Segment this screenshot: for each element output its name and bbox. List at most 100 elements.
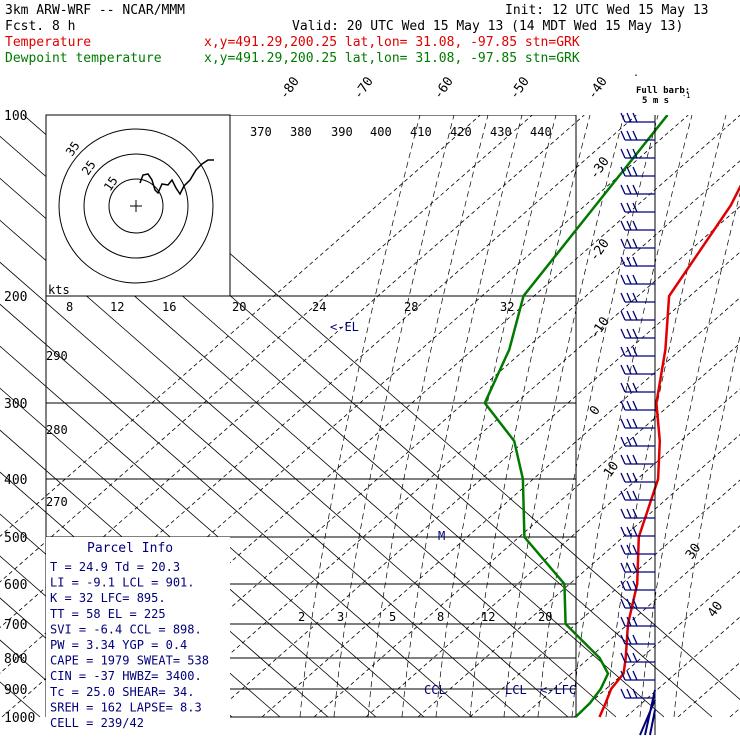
moist-adiabat-line: [673, 334, 740, 718]
parcel-info-row: CIN = -37 HWBZ= 3400.: [50, 669, 202, 683]
parcel-info-row: SVI = -6.4 CCL = 898.: [50, 622, 202, 636]
parcel-info-row: SREH = 162 LAPSE= 8.3: [50, 700, 202, 714]
parcel-info-title: Parcel Info: [87, 541, 173, 556]
pressure-label: 700: [4, 618, 27, 633]
legend-dewpoint-info: x,y=491.29,200.25 lat,lon= 31.08, -97.85…: [204, 51, 580, 66]
parcel-info-panel: [46, 537, 230, 737]
mixing-ratio-label: 8: [437, 610, 444, 624]
isotherm-line: [105, 160, 740, 718]
top-dot: .: [633, 68, 639, 79]
mixing-ratio-label: 5: [389, 610, 396, 624]
isotherm-label: 0: [587, 403, 604, 418]
mixing-ratio-label: 2: [298, 610, 305, 624]
moist-adiabat-line: [435, 115, 557, 718]
profile-dewpoint-temperature: [483, 115, 669, 718]
isotherm-label: -20: [587, 236, 613, 264]
moist-adiabat-line: [299, 115, 421, 718]
wind-barb: [620, 454, 655, 465]
speed-tick-label: 16: [162, 300, 176, 314]
isotherm-label: -70: [351, 74, 377, 102]
wind-barb: [620, 598, 655, 609]
dry-adiabat-line: [0, 681, 41, 718]
speed-tick-label: 24: [312, 300, 326, 314]
hodograph-units: kts: [48, 283, 70, 297]
init-time: Init: 12 UTC Wed 15 May 13: [505, 3, 709, 18]
pressure-label: 600: [4, 578, 27, 593]
parcel-info-row: LI = -9.1 LCL = 901.: [50, 576, 195, 590]
isotherm-line: [0, 115, 637, 674]
wind-barb: [620, 328, 655, 339]
theta-label: 390: [331, 125, 353, 139]
theta-label: 440: [530, 125, 552, 139]
hodograph-ring: [58, 128, 214, 284]
theta-label: 430: [490, 125, 512, 139]
isotherm-line: [0, 115, 585, 629]
wind-barb: [620, 544, 655, 555]
hodograph-ring-label: 35: [63, 139, 83, 159]
moist-adiabat-line: [503, 115, 625, 718]
wind-barb: [620, 508, 655, 519]
pressure-label: 200: [4, 290, 27, 305]
wind-barb: [620, 580, 655, 591]
isotherm-label: -80: [277, 74, 303, 102]
isotherm-label: -40: [585, 74, 611, 102]
sounding-annotation: <-LFC: [540, 683, 576, 697]
dry-adiabat-line: [0, 177, 617, 718]
theta-label: 370: [250, 125, 272, 139]
wind-barb: [620, 616, 655, 627]
isotherm-label: 10: [601, 459, 622, 480]
pressure-label: 100: [4, 109, 27, 124]
wind-barb: [620, 256, 655, 267]
dry-adiabat-line: [0, 345, 425, 718]
forecast-hour: Fcst. 8 h: [5, 19, 75, 34]
moist-adiabat-line: [469, 115, 591, 718]
speed-tick-label: 28: [404, 300, 418, 314]
wind-barb: [620, 184, 655, 195]
theta-label: 280: [46, 423, 68, 437]
dry-adiabat-line: [22, 115, 713, 718]
wind-barb: [620, 148, 655, 159]
wind-barb: [620, 274, 655, 285]
isotherm-line: [1, 115, 689, 718]
isotherm-line: [417, 434, 740, 718]
legend-dewpoint-name: Dewpoint temperature: [5, 51, 162, 66]
wind-barb: [620, 310, 655, 321]
isotherm-line: [157, 205, 740, 718]
theta-label: 270: [46, 495, 68, 509]
dry-adiabat-line: [0, 303, 473, 718]
speed-tick-label: 32: [500, 300, 514, 314]
wind-barb-cluster: [639, 689, 656, 736]
barb-note-sup: -1: [682, 92, 690, 100]
theta-label: 400: [370, 125, 392, 139]
speed-tick-label: 12: [110, 300, 124, 314]
dry-adiabat-line: [0, 135, 665, 718]
hodograph-ring-label: 15: [101, 174, 121, 194]
dry-adiabat-line: [0, 219, 569, 718]
isotherm-label: 40: [705, 599, 726, 620]
wind-barb: [620, 688, 655, 699]
wind-barb: [620, 364, 655, 375]
sounding-annotation: LCL: [505, 683, 527, 697]
model-title: 3km ARW-WRF -- NCAR/MMM: [5, 3, 185, 18]
wind-barb: [620, 634, 655, 645]
theta-label: 410: [410, 125, 432, 139]
isotherm-line: [53, 115, 740, 718]
mixing-ratio-label: 3: [337, 610, 344, 624]
isotherm-label: -60: [431, 74, 457, 102]
pressure-label: 300: [4, 397, 27, 412]
wind-barb: [620, 490, 655, 501]
isotherm-line: [0, 115, 533, 583]
wind-barb: [620, 238, 655, 249]
parcel-info-row: Tc = 25.0 SHEAR= 34.: [50, 685, 195, 699]
wind-barb: [620, 346, 655, 357]
sounding-annotation: <-EL: [330, 320, 359, 334]
pressure-label: 900: [4, 683, 27, 698]
wind-barb: [620, 418, 655, 429]
profile-temperature: [598, 184, 740, 718]
pressure-label: 500: [4, 531, 27, 546]
wind-barb: [620, 670, 655, 681]
isotherm-label: -10: [587, 314, 613, 342]
pressure-label: 400: [4, 473, 27, 488]
sounding-annotation: M: [438, 529, 445, 543]
